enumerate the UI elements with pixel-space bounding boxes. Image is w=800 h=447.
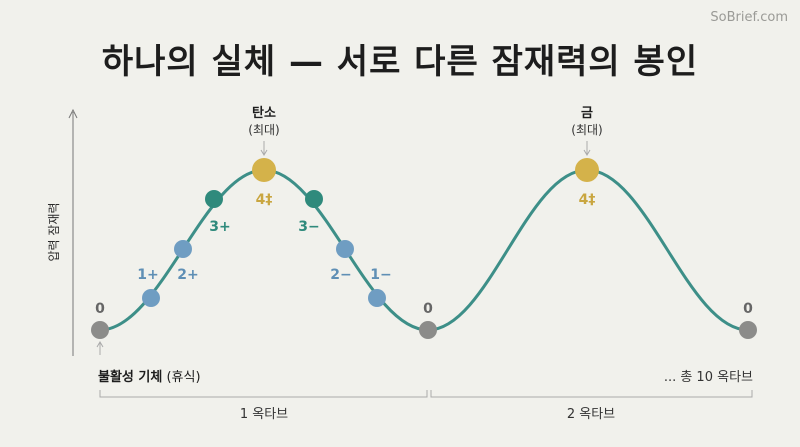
point-3minus (305, 190, 323, 208)
label-2plus: 2+ (177, 267, 198, 283)
point-zero-mid (419, 321, 437, 339)
noble-gas-bold: 불활성 기체 (98, 369, 162, 385)
point-3plus (205, 190, 223, 208)
octave2-bracket (430, 390, 753, 398)
noble-gas-rest: (휴식) (162, 370, 200, 385)
label-zero-end: 0 (743, 301, 753, 317)
peak-sub-gold: (최대) (571, 123, 602, 137)
point-1minus (368, 289, 386, 307)
label-zero-start: 0 (95, 301, 105, 317)
label-3plus: 3+ (209, 219, 230, 235)
point-zero-start (91, 321, 109, 339)
point-2plus (174, 240, 192, 258)
label-gold-value: 4‡ (579, 192, 596, 208)
label-1plus: 1+ (137, 267, 158, 283)
point-1plus (142, 289, 160, 307)
page-title: 하나의 실체 — 서로 다른 잠재력의 봉인 (101, 42, 699, 82)
octave2-label: 2 옥타브 (567, 407, 615, 422)
peak-name-carbon: 탄소 (252, 105, 276, 121)
label-carbon-value: 4‡ (256, 192, 273, 208)
total-octaves-label: ... 총 10 옥타브 (664, 370, 753, 385)
y-axis-arrow (68, 108, 78, 119)
point-gold-peak (575, 158, 599, 182)
label-3minus: 3− (298, 219, 319, 235)
label-2minus: 2− (330, 267, 351, 283)
watermark: SoBrief.com (710, 10, 788, 25)
point-carbon-peak (252, 158, 276, 182)
octave1-bracket (99, 390, 428, 398)
noble-gas-label: 불활성 기체 (휴식) (98, 369, 201, 385)
octave1-label: 1 옥타브 (240, 407, 288, 422)
peak-sub-carbon: (최대) (248, 123, 279, 137)
point-2minus (336, 240, 354, 258)
point-zero-end (739, 321, 757, 339)
label-zero-mid: 0 (423, 301, 433, 317)
peak-name-gold: 금 (581, 106, 593, 121)
label-1minus: 1− (370, 267, 391, 283)
y-axis-label: 압력 잠재력 (47, 202, 61, 261)
